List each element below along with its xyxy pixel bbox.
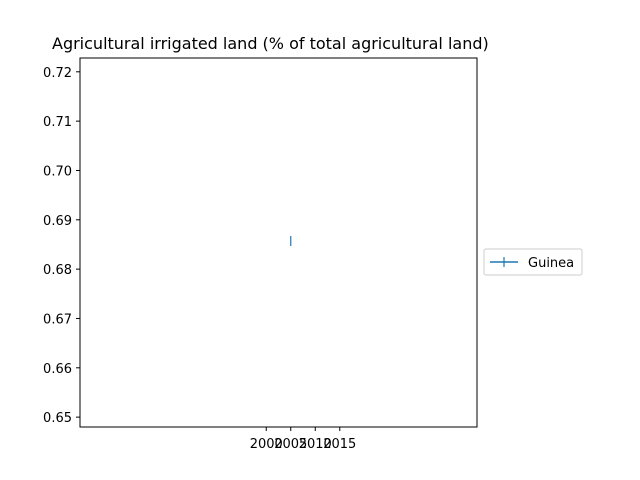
y-tick-label: 0.67	[43, 312, 72, 327]
legend-box	[483, 248, 583, 276]
x-tick-label: 2010	[299, 437, 332, 452]
chart-title: Agricultural irrigated land (% of total …	[52, 34, 489, 53]
x-tick-label: 2005	[274, 437, 307, 452]
plot-frame	[79, 57, 478, 428]
y-tick-label: 0.70	[43, 164, 72, 179]
y-axis: 0.65 0.66 0.67 0.68 0.69 0.70 0.71 0.72	[43, 66, 80, 426]
x-tick-label: 2000	[250, 437, 283, 452]
y-tick-label: 0.68	[43, 263, 72, 278]
legend-label-guinea: Guinea	[528, 256, 574, 271]
y-tick-label: 0.65	[43, 411, 72, 426]
y-tick-label: 0.69	[43, 214, 72, 229]
y-tick-label: 0.66	[43, 362, 72, 377]
x-tick-label: 2015	[323, 437, 356, 452]
y-tick-label: 0.72	[43, 66, 72, 81]
y-tick-label: 0.71	[43, 115, 72, 130]
legend: Guinea	[483, 248, 583, 276]
